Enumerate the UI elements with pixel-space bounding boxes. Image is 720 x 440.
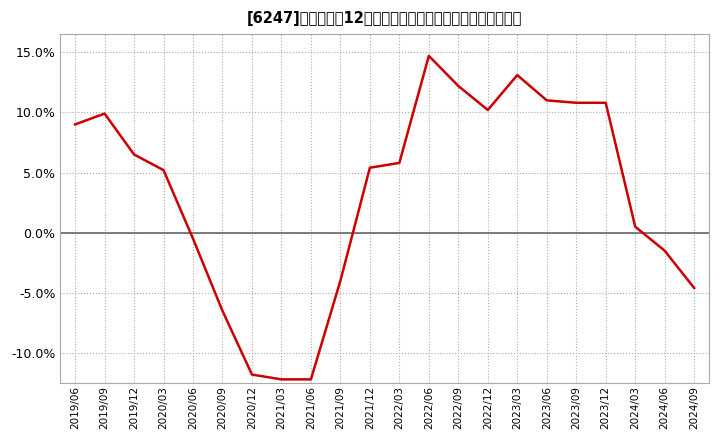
Title: [6247]　売上高の12か月移動合計の対前年同期増減率の推移: [6247] 売上高の12か月移動合計の対前年同期増減率の推移 <box>247 11 522 26</box>
